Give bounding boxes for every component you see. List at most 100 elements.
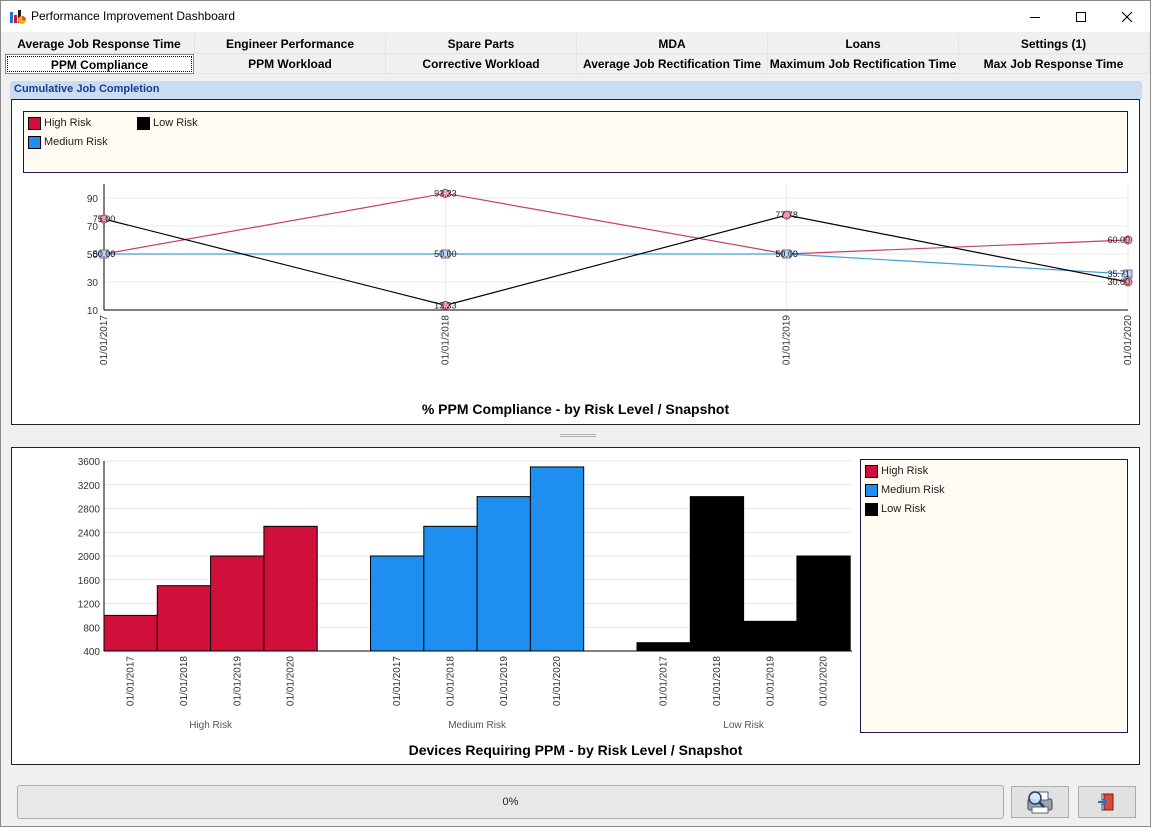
tab-ppm-workload[interactable]: PPM Workload bbox=[195, 54, 386, 74]
bar bbox=[476, 496, 531, 652]
data-point bbox=[782, 249, 792, 259]
maximize-button[interactable] bbox=[1058, 1, 1104, 32]
exit-icon bbox=[1098, 793, 1114, 811]
bar bbox=[636, 642, 691, 652]
x-tick-label: 01/01/2020 bbox=[1123, 315, 1134, 365]
line-chart-title: % PPM Compliance - by Risk Level / Snaps… bbox=[421, 401, 730, 417]
x-tick-label: 01/01/2020 bbox=[552, 656, 563, 706]
y-tick-label: 800 bbox=[83, 623, 100, 634]
bar bbox=[743, 620, 798, 652]
bar bbox=[796, 555, 851, 652]
y-tick-label: 2400 bbox=[78, 528, 101, 539]
bar bbox=[263, 525, 318, 652]
line-chart-panel: High Risk Medium Risk Low Risk 10 30 50 70 9… bbox=[11, 99, 1140, 425]
section-header: Cumulative Job Completion bbox=[10, 81, 1142, 99]
series-line bbox=[103, 214, 1129, 306]
tab-ppm-compliance[interactable]: PPM Compliance bbox=[5, 54, 194, 74]
series-line bbox=[103, 192, 1129, 255]
data-label: 50.00 bbox=[775, 249, 798, 259]
legend-label-low: Low Risk bbox=[153, 117, 198, 129]
bar bbox=[423, 525, 478, 652]
tab-corrective-workload[interactable]: Corrective Workload bbox=[386, 54, 577, 74]
data-label: 13.33 bbox=[434, 300, 457, 310]
data-point bbox=[440, 249, 450, 259]
data-label: 30.00 bbox=[1107, 277, 1130, 287]
tab-average-job-rectification-time[interactable]: Average Job Rectification Time bbox=[577, 54, 768, 74]
tab-average-job-response-time[interactable]: Average Job Response Time bbox=[4, 34, 195, 54]
y-tick-label: 400 bbox=[83, 647, 100, 658]
x-tick-label: 01/01/2017 bbox=[392, 656, 403, 706]
data-point bbox=[440, 188, 450, 198]
tab-maximum-job-rectification-time[interactable]: Maximum Job Rectification Time bbox=[768, 54, 959, 74]
bar-chart-legend: High Risk Medium Risk Low Risk bbox=[860, 459, 1128, 733]
y-tick-label: 3600 bbox=[78, 457, 101, 468]
data-point bbox=[1123, 277, 1133, 287]
bar-chart: 400 800 1200 1600 2000 2400 2800 3200 3600 01/01/… bbox=[78, 457, 852, 731]
line-chart-legend: High Risk Medium Risk Low Risk bbox=[23, 111, 1128, 173]
bar-chart-title: Devices Requiring PPM - by Risk Level / … bbox=[408, 742, 743, 758]
group-label: Low Risk bbox=[723, 720, 765, 731]
tab-max-job-response-time[interactable]: Max Job Response Time bbox=[959, 54, 1149, 74]
data-label: 35.71 bbox=[1107, 269, 1130, 279]
legend-swatch-medium bbox=[28, 136, 41, 149]
y-tick-label: 3200 bbox=[78, 481, 101, 492]
legend-swatch-low bbox=[865, 503, 878, 516]
x-tick-label: 01/01/2018 bbox=[440, 315, 451, 365]
close-icon bbox=[1121, 11, 1133, 22]
y-tick-label: 10 bbox=[87, 306, 99, 317]
x-tick-label: 01/01/2017 bbox=[659, 656, 670, 706]
maximize-icon bbox=[1076, 11, 1086, 22]
tab-mda[interactable]: MDA bbox=[577, 34, 768, 54]
bar bbox=[689, 496, 745, 652]
progress-text: 0% bbox=[502, 796, 519, 808]
chart-icon bbox=[10, 10, 26, 24]
bar bbox=[103, 614, 158, 652]
legend-swatch-high bbox=[28, 117, 41, 130]
bar bbox=[370, 555, 425, 652]
x-tick-label: 01/01/2018 bbox=[179, 656, 190, 706]
x-tick-label: 01/01/2019 bbox=[499, 656, 510, 706]
y-tick-label: 30 bbox=[87, 278, 99, 289]
data-label: 77.78 bbox=[775, 210, 798, 220]
legend-label-medium: Medium Risk bbox=[881, 484, 945, 496]
close-button[interactable] bbox=[1104, 1, 1150, 32]
y-tick-label: 1600 bbox=[78, 576, 101, 587]
legend-swatch-high bbox=[865, 465, 878, 478]
data-label: 50.00 bbox=[434, 249, 457, 259]
section-title: Cumulative Job Completion bbox=[14, 83, 160, 95]
tab-loans[interactable]: Loans bbox=[768, 34, 959, 54]
panel-splitter[interactable] bbox=[4, 433, 1149, 439]
y-tick-label: 1200 bbox=[78, 600, 101, 611]
bar bbox=[529, 466, 585, 652]
tab-strip: Average Job Response Time Engineer Perfo… bbox=[4, 34, 1149, 74]
data-point bbox=[1123, 235, 1133, 245]
x-tick-label: 01/01/2020 bbox=[819, 656, 830, 706]
y-tick-label: 70 bbox=[87, 222, 99, 233]
legend-label-high: High Risk bbox=[881, 465, 929, 477]
y-tick-label: 2000 bbox=[78, 552, 101, 563]
series-line bbox=[104, 253, 1129, 275]
exit-button[interactable] bbox=[1078, 786, 1136, 818]
tab-settings[interactable]: Settings (1) bbox=[959, 34, 1149, 54]
legend-swatch-low bbox=[137, 117, 150, 130]
legend-label-low: Low Risk bbox=[881, 503, 926, 515]
y-tick-label: 2800 bbox=[78, 505, 101, 516]
x-tick-label: 01/01/2019 bbox=[232, 656, 243, 706]
legend-label-medium: Medium Risk bbox=[44, 136, 108, 148]
group-label: Medium Risk bbox=[448, 720, 507, 731]
tab-spare-parts[interactable]: Spare Parts bbox=[386, 34, 577, 54]
bar-chart-panel: 400 800 1200 1600 2000 2400 2800 3200 3600 01/01/… bbox=[11, 447, 1140, 765]
x-tick-label: 01/01/2019 bbox=[765, 656, 776, 706]
data-point bbox=[440, 300, 450, 310]
tab-engineer-performance[interactable]: Engineer Performance bbox=[195, 34, 386, 54]
data-label: 93.33 bbox=[434, 188, 457, 198]
x-tick-label: 01/01/2018 bbox=[712, 656, 723, 706]
data-label: 60.00 bbox=[1107, 235, 1130, 245]
y-tick-label: 50 bbox=[87, 250, 99, 261]
print-preview-button[interactable] bbox=[1011, 786, 1069, 818]
minimize-button[interactable] bbox=[1012, 1, 1058, 32]
window-title: Performance Improvement Dashboard bbox=[31, 9, 236, 23]
y-tick-label: 90 bbox=[87, 194, 99, 205]
print-preview-icon bbox=[1027, 791, 1053, 814]
